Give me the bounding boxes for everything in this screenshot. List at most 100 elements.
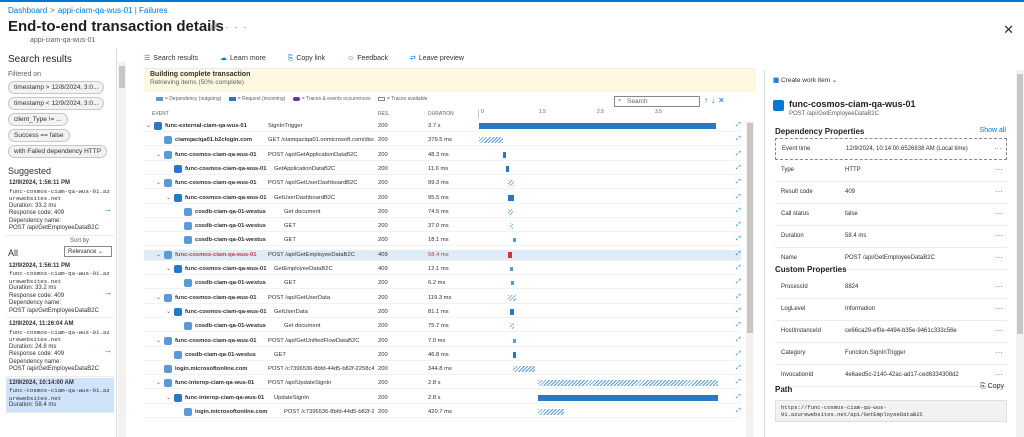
expand-icon[interactable]: ⤢ <box>736 222 741 229</box>
timeline-marker[interactable] <box>510 281 514 286</box>
table-row[interactable]: cosdb-ciam-qa-01-westus GET 200 6.2 ms ⤢ <box>144 278 741 290</box>
property-row[interactable]: InvocationId 4e6aed5c-2140-42ac-ad17-ced6… <box>775 365 1007 387</box>
expand-icon[interactable]: ⤢ <box>736 122 741 128</box>
result-card-selected[interactable]: 12/9/2024, 10:14:00 AM func-cosmos-ciam-… <box>6 377 114 413</box>
timeline-marker[interactable] <box>513 238 517 243</box>
timeline-bar[interactable] <box>537 394 719 401</box>
arrow-right-icon[interactable]: → <box>103 345 112 356</box>
expand-icon[interactable]: ⤢ <box>736 150 741 157</box>
breadcrumb-dashboard[interactable]: Dashboard <box>8 6 48 15</box>
more-icon[interactable]: ··· <box>995 370 1003 379</box>
timeline-bar[interactable] <box>537 380 719 387</box>
copy-link-button[interactable]: ⎘ Copy link <box>288 55 335 62</box>
copy-button[interactable]: ⎘ Copy <box>980 383 1004 391</box>
table-row[interactable]: ⌄ func-external-ciam-qa-wus-01 SignInTrigg… <box>144 121 741 132</box>
expand-icon[interactable]: ⤢ <box>736 179 741 186</box>
more-icon[interactable]: ··· <box>994 144 1002 153</box>
expand-icon[interactable]: ⤢ <box>736 193 741 200</box>
timeline-bar[interactable] <box>508 251 512 258</box>
expand-icon[interactable]: ⤢ <box>736 164 741 171</box>
expand-icon[interactable]: ⤢ <box>736 365 741 372</box>
expand-icon[interactable]: ⤢ <box>736 350 741 357</box>
property-row[interactable]: Type HTTP ··· <box>775 160 1007 182</box>
chevron-down-icon[interactable]: ⌄ <box>156 380 162 387</box>
property-row[interactable]: HostInstanceId ce66ca29-ef0e-4494-b35e-94… <box>775 321 1007 343</box>
more-icon[interactable]: ··· <box>995 231 1003 240</box>
table-row[interactable]: ⌄ func-cosmos-ciam-qa-wus-01 POST /api/Get… <box>144 150 741 161</box>
property-row[interactable]: Event time 12/9/2024, 10:14:00.6526838 AM… <box>775 138 1007 160</box>
timeline-marker[interactable] <box>513 338 517 343</box>
timeline-bar[interactable] <box>503 151 507 158</box>
table-row[interactable]: cosdb-ciam-qa-01-westus Get document 200 74… <box>144 207 741 218</box>
more-icon[interactable]: ··· <box>995 253 1003 262</box>
search-results-button[interactable]: ☰ Search results <box>144 55 208 62</box>
expand-icon[interactable]: ⤢ <box>736 322 741 329</box>
timeline-bar[interactable] <box>508 294 516 301</box>
expand-icon[interactable]: ⤢ <box>736 307 741 314</box>
chevron-down-icon[interactable]: ⌄ <box>156 151 162 158</box>
filter-pill[interactable]: Success == false <box>8 129 70 142</box>
timeline-bar[interactable] <box>479 123 716 129</box>
property-row[interactable]: Result code 409 ··· <box>775 182 1007 204</box>
arrow-right-icon[interactable]: → <box>103 204 112 215</box>
property-row[interactable]: Category Function.SignInTrigger ··· <box>775 343 1007 365</box>
property-row[interactable]: ProcessId 8824 ··· <box>775 277 1007 299</box>
chevron-down-icon[interactable]: ⌄ <box>146 123 152 129</box>
property-row[interactable]: Call status false ··· <box>775 204 1007 226</box>
more-icon[interactable]: ··· <box>995 304 1003 313</box>
chevron-down-icon[interactable]: ⌄ <box>156 294 162 301</box>
table-row[interactable]: ⌄ func-interop-ciam-qa-wus-01 POST /api/Up… <box>144 378 741 390</box>
table-row[interactable]: ⌄ func-cosmos-ciam-qa-wus-01 GetEmployeeDa… <box>144 264 741 275</box>
more-icon[interactable]: ··· <box>995 165 1003 174</box>
table-row[interactable]: ⌄ func-cosmos-ciam-qa-wus-01 POST /api/Get… <box>144 178 741 190</box>
table-row[interactable]: cosdb-ciam-qa-01-westus GET 200 37.0 ms ⤢ <box>144 221 741 233</box>
expand-icon[interactable]: ⤢ <box>736 293 741 300</box>
expand-icon[interactable]: ⤢ <box>736 250 741 257</box>
timeline-bar[interactable] <box>537 409 565 415</box>
clear-icon[interactable]: ✕ <box>718 96 728 105</box>
timeline-bar[interactable] <box>505 165 509 172</box>
expand-icon[interactable]: ⤢ <box>736 393 741 400</box>
timeline-bar[interactable] <box>508 194 515 201</box>
more-icon[interactable]: ··· <box>225 22 253 32</box>
table-row[interactable]: ciamqaciqa01.b2clogin.com GET /ciamqaciqa… <box>144 135 741 147</box>
expand-icon[interactable]: ⤢ <box>736 136 741 143</box>
chevron-down-icon[interactable]: ⌄ <box>166 194 172 201</box>
path-box[interactable]: https://func-cosmos-ciam-qa-wus- 01.azur… <box>775 400 1007 422</box>
result-card[interactable]: 12/9/2024, 1:56:11 PM func-cosmos-ciam-q… <box>6 178 114 236</box>
leave-preview-button[interactable]: ⇄ Leave preview <box>410 55 474 62</box>
chevron-down-icon[interactable]: ⌄ <box>156 180 162 187</box>
table-row[interactable]: login.microsoftonline.com POST /c7396536-… <box>144 407 741 418</box>
learn-more-button[interactable]: ☁ Learn more <box>220 55 276 62</box>
table-row[interactable]: cosdb-ciam-qa-01-westus GET 200 46.8 ms ⤢ <box>144 350 741 361</box>
table-row[interactable]: ⌄ func-cosmos-ciam-qa-wus-01 POST /api/Get… <box>144 336 741 347</box>
chevron-down-icon[interactable]: ⌄ <box>156 337 162 344</box>
create-work-item-button[interactable]: ▣ Create work item ⌄ <box>773 76 837 84</box>
chevron-down-icon[interactable]: ⌄ <box>166 394 172 401</box>
left-scrollbar[interactable] <box>118 62 126 437</box>
close-icon[interactable]: ✕ <box>1003 22 1014 37</box>
table-row[interactable]: ⌄ func-cosmos-ciam-qa-wus-01 POST /api/Get… <box>144 249 741 261</box>
timeline-bar[interactable] <box>508 208 514 215</box>
timeline-bar[interactable] <box>513 366 536 373</box>
table-row[interactable]: login.microsoftonline.com POST /c7396536-… <box>144 364 741 376</box>
arrow-right-icon[interactable]: → <box>103 286 112 297</box>
table-row[interactable]: ⌄ func-cosmos-ciam-qa-wus-01 GetUserData 20… <box>144 307 741 318</box>
filter-pill[interactable]: client_Type != ... <box>8 113 68 126</box>
pin-icon[interactable]: 📌︎ <box>208 22 226 32</box>
timeline-bar[interactable] <box>508 180 515 187</box>
expand-icon[interactable]: ⤢ <box>736 336 741 343</box>
filter-pill[interactable]: with Failed dependency HTTP <box>8 145 108 158</box>
show-all-link[interactable]: Show all <box>979 127 1006 134</box>
result-card[interactable]: 12/9/2024, 1:56:11 PM func-cosmos-ciam-q… <box>6 261 114 318</box>
expand-icon[interactable]: ⤢ <box>736 265 741 271</box>
table-row[interactable]: ⌄ func-cosmos-ciam-qa-wus-01 POST /api/Get… <box>144 293 741 304</box>
timeline-bar[interactable] <box>479 137 504 144</box>
timeline-marker[interactable] <box>509 267 513 271</box>
feedback-button[interactable]: ☺ Feedback <box>347 55 398 62</box>
expand-icon[interactable]: ⤢ <box>736 408 741 414</box>
table-row[interactable]: cosdb-ciam-qa-01-westus GET 200 18.1 ms ⤢ <box>144 235 741 247</box>
more-icon[interactable]: ··· <box>995 348 1003 357</box>
breadcrumb-failures[interactable]: appi-ciam-qa-wus-01 | Failures <box>57 6 168 15</box>
filter-pill[interactable]: timestamp > 12/8/2024, 3:0... <box>8 81 105 94</box>
